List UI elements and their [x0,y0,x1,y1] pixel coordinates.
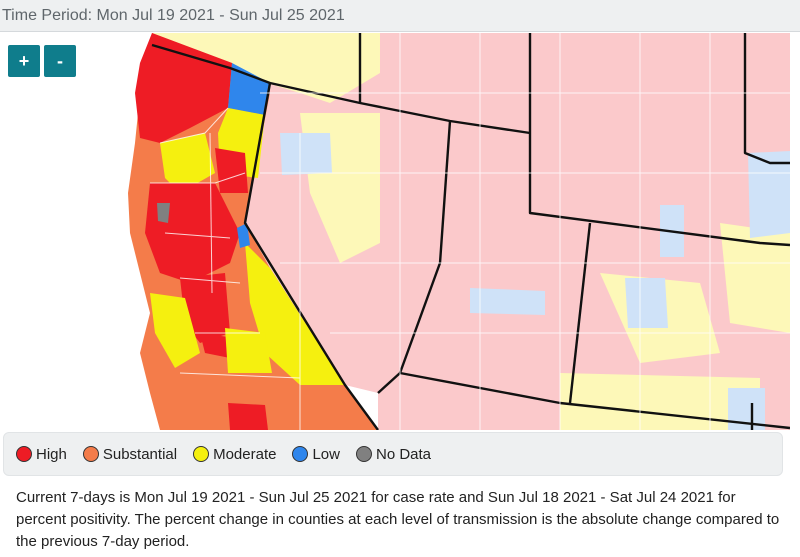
moderate-region-sierra[interactable] [160,133,215,193]
legend-swatch-no-data [355,446,372,462]
legend-swatch-high [16,446,32,462]
legend-swatch-substantial [82,446,99,462]
legend-item-no-data: No Data [355,445,432,463]
legend-item-high: High [16,446,67,463]
moderate-region-oregon[interactable] [152,33,380,103]
moderate-region-fresno-east[interactable] [225,328,272,373]
low-region-utah[interactable] [470,288,545,315]
no-data-county[interactable] [157,203,170,223]
low-county-alpine[interactable] [237,223,250,248]
map-legend: High Substantial Moderate Low No Data [3,432,783,476]
footnote-text: Current 7-days is Mon Jul 19 2021 - Sun … [16,489,780,550]
time-period-bar: Time Period: Mon Jul 19 2021 - Sun Jul 2… [0,0,800,32]
high-county-plumas[interactable] [215,148,248,193]
transmission-map[interactable] [0,33,790,430]
legend-label-moderate: Moderate [213,445,277,463]
zoom-in-button[interactable]: + [8,45,40,77]
moderate-region-kansas[interactable] [720,223,790,333]
legend-item-low: Low [292,446,340,463]
high-county-los-angeles[interactable] [228,403,268,430]
zoom-out-button[interactable]: - [44,45,76,77]
legend-swatch-moderate [193,446,210,462]
legend-item-substantial: Substantial [82,445,178,463]
legend-item-moderate: Moderate [193,446,276,463]
moderate-region-central-coast[interactable] [150,293,200,368]
legend-label-no-data: No Data [375,445,432,463]
low-region-colorado[interactable] [625,278,668,328]
legend-label-substantial: Substantial [102,445,178,463]
moderate-county-inyo[interactable] [245,243,345,385]
legend-label-low: Low [312,445,340,463]
map-canvas[interactable] [0,33,790,430]
low-region-texas[interactable] [728,388,765,430]
low-region-nevada[interactable] [280,133,332,175]
low-county-modoc[interactable] [228,63,270,115]
legend-label-high: High [36,445,67,463]
legend-swatch-low [292,446,309,462]
county-lines [150,33,790,430]
time-period-label: Time Period: Mon Jul 19 2021 - Sun Jul 2… [2,6,345,24]
